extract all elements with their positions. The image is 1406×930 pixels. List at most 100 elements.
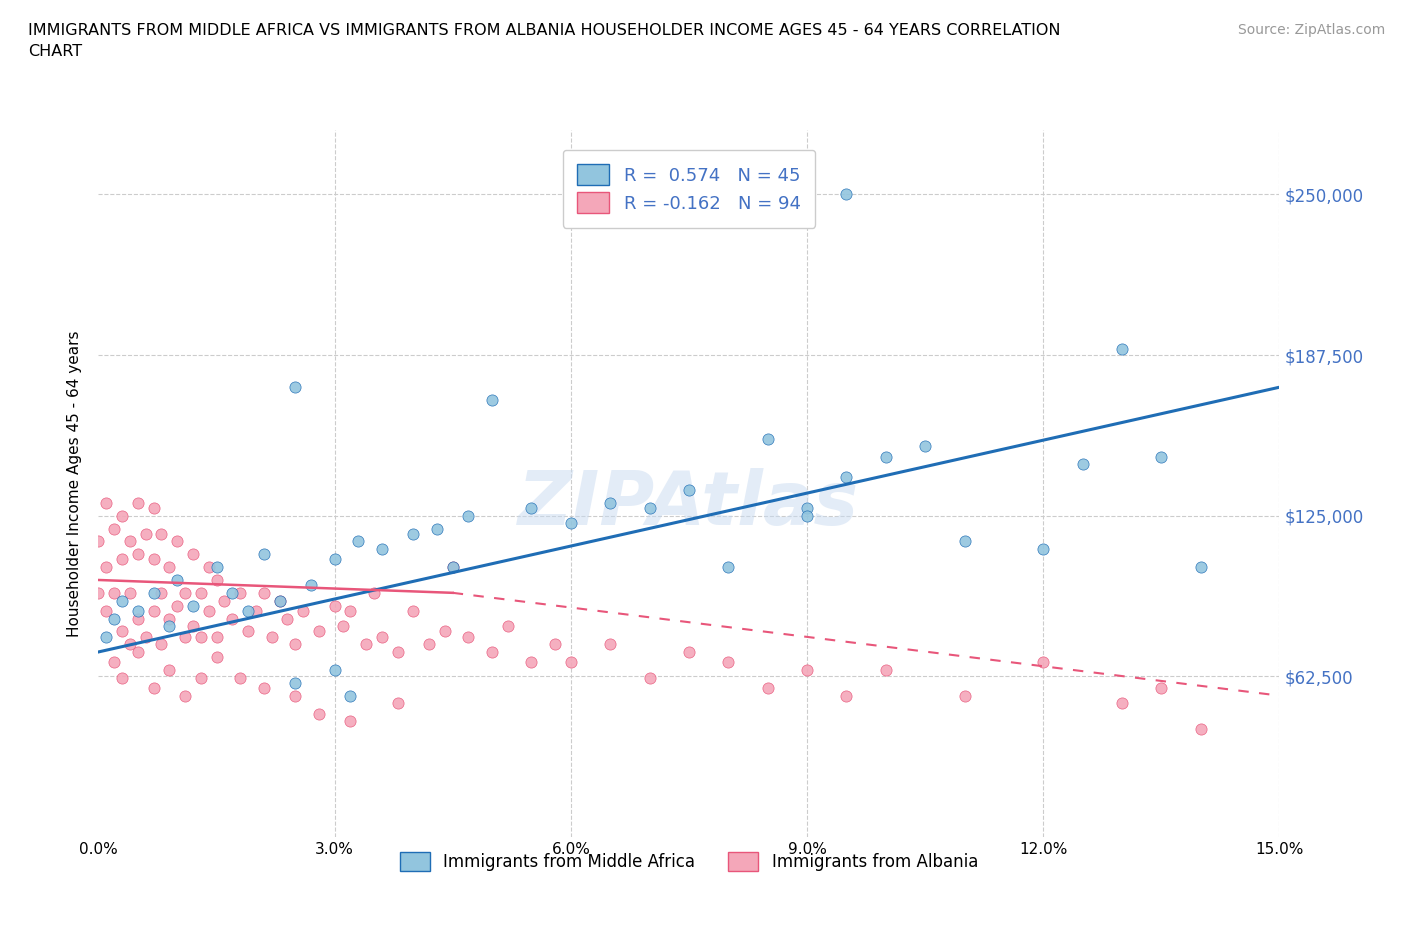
Point [253, 585, 276, 600]
Point [953, 534, 976, 549]
Point [1111, 696, 1133, 711]
Point [103, 585, 125, 600]
Point [229, 585, 252, 600]
Point [544, 637, 567, 652]
Point [221, 611, 243, 626]
Point [638, 500, 661, 515]
Point [402, 604, 425, 618]
Point [496, 618, 519, 633]
Point [835, 470, 858, 485]
Point [174, 629, 197, 644]
Point [166, 598, 188, 613]
Point [197, 560, 219, 575]
Point [914, 439, 936, 454]
Point [426, 521, 449, 536]
Point [205, 573, 228, 588]
Point [457, 629, 479, 644]
Point [157, 618, 180, 633]
Text: IMMIGRANTS FROM MIDDLE AFRICA VS IMMIGRANTS FROM ALBANIA HOUSEHOLDER INCOME AGES: IMMIGRANTS FROM MIDDLE AFRICA VS IMMIGRA… [28, 23, 1060, 60]
Point [323, 552, 346, 567]
Point [339, 688, 361, 703]
Point [323, 598, 346, 613]
Point [166, 573, 188, 588]
Point [402, 526, 425, 541]
Point [135, 526, 157, 541]
Point [229, 671, 252, 685]
Point [157, 611, 180, 626]
Point [292, 604, 315, 618]
Point [127, 611, 149, 626]
Point [135, 629, 157, 644]
Point [371, 629, 394, 644]
Point [835, 688, 858, 703]
Text: Source: ZipAtlas.com: Source: ZipAtlas.com [1237, 23, 1385, 37]
Point [363, 585, 385, 600]
Point [953, 688, 976, 703]
Point [142, 552, 165, 567]
Point [717, 655, 740, 670]
Point [457, 509, 479, 524]
Y-axis label: Householder Income Ages 45 - 64 years: Householder Income Ages 45 - 64 years [67, 330, 83, 637]
Point [142, 585, 165, 600]
Point [214, 593, 236, 608]
Point [236, 604, 259, 618]
Point [127, 496, 149, 511]
Point [599, 637, 621, 652]
Point [1032, 541, 1054, 556]
Point [308, 706, 330, 721]
Point [118, 585, 141, 600]
Legend: Immigrants from Middle Africa, Immigrants from Albania: Immigrants from Middle Africa, Immigrant… [394, 845, 984, 878]
Point [236, 624, 259, 639]
Point [253, 547, 276, 562]
Point [560, 655, 582, 670]
Point [354, 637, 377, 652]
Point [520, 655, 543, 670]
Point [332, 618, 354, 633]
Point [371, 541, 394, 556]
Point [111, 624, 134, 639]
Point [560, 516, 582, 531]
Point [103, 611, 125, 626]
Point [284, 688, 307, 703]
Point [875, 449, 897, 464]
Point [796, 500, 818, 515]
Point [387, 696, 409, 711]
Point [96, 496, 118, 511]
Point [284, 675, 307, 690]
Point [181, 547, 204, 562]
Point [284, 379, 307, 394]
Point [142, 604, 165, 618]
Point [269, 593, 291, 608]
Point [481, 644, 503, 659]
Point [157, 662, 180, 677]
Point [181, 618, 204, 633]
Point [638, 671, 661, 685]
Point [103, 521, 125, 536]
Point [205, 650, 228, 665]
Point [197, 604, 219, 618]
Point [245, 604, 267, 618]
Point [260, 629, 283, 644]
Point [205, 560, 228, 575]
Point [127, 604, 149, 618]
Point [387, 644, 409, 659]
Point [796, 509, 818, 524]
Point [111, 552, 134, 567]
Point [190, 671, 212, 685]
Point [150, 585, 173, 600]
Point [1189, 722, 1212, 737]
Point [127, 644, 149, 659]
Point [339, 604, 361, 618]
Point [1032, 655, 1054, 670]
Point [599, 496, 621, 511]
Point [678, 644, 700, 659]
Point [308, 624, 330, 639]
Point [111, 593, 134, 608]
Point [127, 547, 149, 562]
Point [118, 637, 141, 652]
Point [756, 432, 779, 446]
Point [339, 714, 361, 729]
Point [717, 560, 740, 575]
Point [96, 604, 118, 618]
Point [221, 585, 243, 600]
